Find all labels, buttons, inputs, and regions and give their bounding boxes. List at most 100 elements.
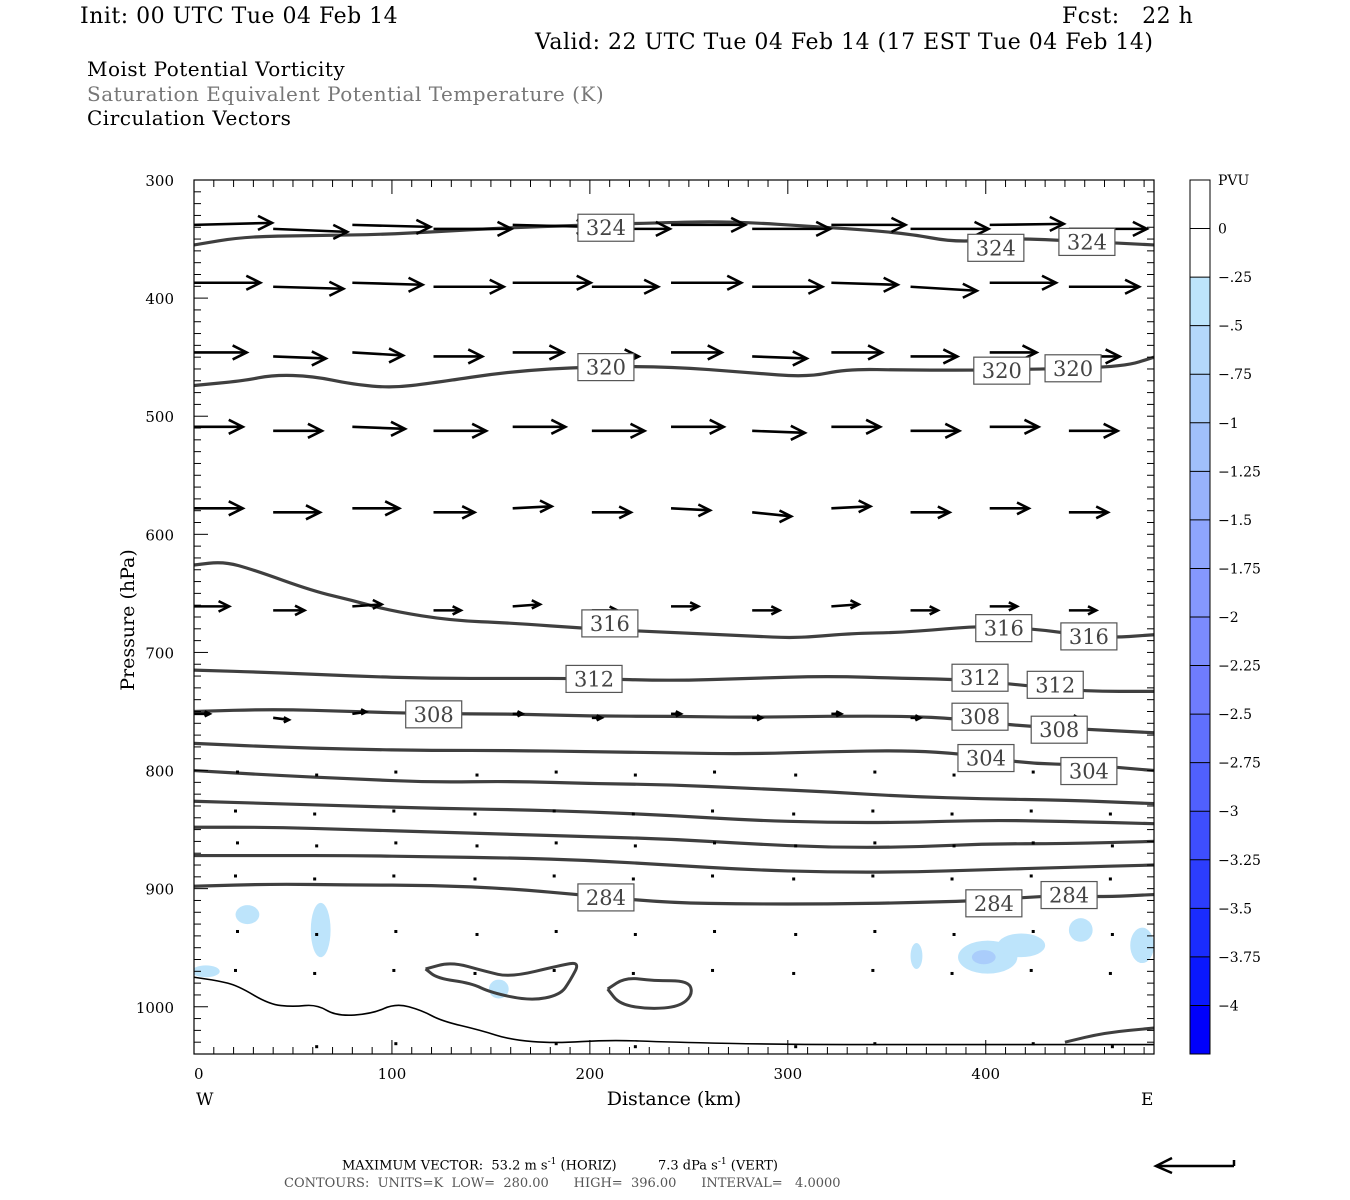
contour-312 [194,668,1154,694]
vector-dot [950,812,954,816]
forecast-hour: Fcst: 22 h [1062,4,1194,29]
vector-head [204,710,213,718]
vector-shaft [352,281,423,287]
vector-dot [1110,1045,1114,1049]
vector-head [550,418,569,436]
vector-head [730,216,749,234]
vector-dot [792,971,796,975]
vector-dot [633,844,637,848]
y-tick-label: 900 [145,881,174,899]
contour-label-box [577,213,635,242]
vector-arrow [1068,605,1100,616]
contour-label-284: 284 [965,889,1023,918]
vector-dot [711,809,715,813]
colorbar-label: −4 [1218,998,1239,1014]
vector-head [531,599,543,610]
contour-label-text: 304 [966,747,1006,771]
vector-arrow [1068,505,1111,520]
y-tick-label: 1000 [136,999,174,1017]
vector-dot [792,812,796,816]
vector-head [360,708,369,716]
vector-head [332,223,351,241]
vector-head [1023,418,1042,436]
max-vector-horiz: 53.2 m s [491,1158,548,1174]
contour-label-text: 308 [414,703,454,727]
vector-head [1095,505,1111,520]
colorbar-label: −1 [1218,416,1239,432]
contour-296 [194,799,1154,826]
vector-dot [554,770,558,774]
vector-head [867,344,885,361]
vector-arrow [831,216,909,234]
vector-head [1008,601,1020,612]
contour-label-box [965,889,1023,918]
vector-head [257,214,275,232]
contour-label-312: 312 [1026,670,1084,699]
vector-head [576,274,594,291]
contour-label-box [565,664,623,694]
vector-dot [552,968,556,972]
contour-label-text: 320 [982,359,1022,383]
vector-arrow [989,601,1020,612]
vector-dot [713,929,717,933]
vector-head [307,422,325,440]
vector-head [305,504,323,521]
contour-label-box [1040,880,1098,910]
colorbar-label: −2.75 [1218,756,1261,772]
vector-arrow [512,599,543,610]
vector-arrow [752,714,765,722]
vector-dot [1108,971,1112,975]
vector-dot [236,770,239,774]
vector-arrow [752,220,834,238]
contour-label-text: 324 [1067,230,1107,254]
vector-head [217,599,233,613]
contour-label-text: 316 [984,617,1024,641]
vector-arrow [671,710,684,718]
title-mpv: Moist Potential Vorticity [87,57,346,81]
vector-head [790,424,808,442]
vector-arrow [1068,278,1142,295]
vector-head [618,505,634,520]
contour-label-box [957,743,1015,773]
contour-label-box [1026,670,1084,699]
y-tick-label: 800 [145,763,174,781]
contour-label-320: 320 [973,356,1031,385]
contour-label-box [577,883,635,912]
vector-arrow [194,344,250,361]
y-tick-label: 700 [145,644,174,662]
vector-dot [713,770,717,774]
contour-label-text: 316 [1069,625,1109,649]
contour-label-box [967,233,1025,262]
colorbar-swatch [1190,519,1210,569]
vector-dot [234,968,237,972]
vector-dot [871,809,875,813]
contour-label-box [581,609,639,638]
vector-head [232,344,250,361]
vector-dot [1108,877,1112,881]
contour-label-box [951,663,1009,692]
contour-label-text: 312 [960,666,1000,690]
vector-arrow [671,601,702,612]
vector-head [1087,605,1100,616]
colorbar-label: 0 [1218,222,1227,238]
colorbar-swatch [1190,422,1210,472]
contour-labels: 324 324 324 320 320 320 316 316 316 312 312 312 308 3… [405,213,1118,918]
vector-dot [952,844,956,848]
contour-label-316: 316 [1060,622,1118,651]
vector-dot [1108,812,1112,816]
vector-head [629,422,648,440]
vector-head [328,280,347,297]
contour-label-324: 324 [1058,227,1116,257]
vector-head [294,604,308,617]
vector-dot [1031,770,1035,774]
vector-head [516,710,526,718]
vector-head [937,505,953,520]
contour-label-box [1060,756,1118,786]
vector-arrow [752,424,808,442]
vector-head [539,499,555,514]
vector-head [815,220,834,238]
vector-arrow [989,274,1059,291]
contour-label-312: 312 [951,663,1009,692]
vector-dot [313,877,317,881]
vector-shaft [910,285,977,293]
